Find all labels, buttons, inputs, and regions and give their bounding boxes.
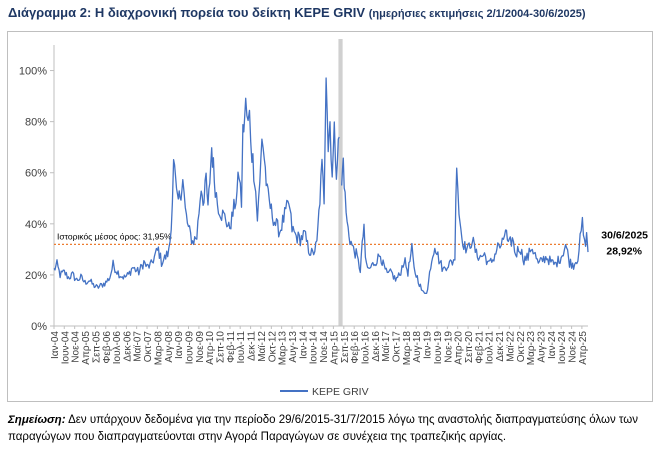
x-tick-label: Δεκ-06 bbox=[122, 331, 133, 362]
x-tick-label: Μαϊ-07 bbox=[133, 331, 144, 362]
y-tick-label: 80% bbox=[25, 117, 47, 129]
mean-label: Ιστορικός μέσος όρος: 31,95% bbox=[57, 231, 172, 241]
x-tick-label: Φεβ-11 bbox=[226, 331, 237, 363]
x-tick-label: Μαϊ-17 bbox=[381, 331, 392, 362]
x-tick-label: Απρ-25 bbox=[578, 331, 589, 365]
x-tick-label: Ιαν-24 bbox=[547, 331, 558, 359]
x-tick-label: Οκτ-22 bbox=[516, 331, 527, 363]
x-tick-label: Νοε-04 bbox=[71, 331, 82, 363]
x-tick-label: Ιουλ-06 bbox=[112, 331, 123, 365]
x-tick-label: Απρ-05 bbox=[81, 331, 92, 365]
y-tick-label: 60% bbox=[25, 168, 47, 180]
x-tick-label: Νοε-19 bbox=[443, 331, 454, 363]
x-tick-label: Νοε-09 bbox=[195, 331, 206, 363]
x-tick-label: Φεβ-16 bbox=[350, 331, 361, 364]
x-tick-label: Οκτ-07 bbox=[143, 331, 154, 363]
footnote-text: Δεν υπάρχουν δεδομένα για την περίοδο 29… bbox=[8, 414, 639, 443]
x-tick-label: Ιαν-14 bbox=[298, 331, 309, 359]
x-tick-label: Φεβ-21 bbox=[474, 331, 485, 364]
x-tick-label: Σεπ-05 bbox=[91, 331, 102, 363]
x-tick-label: Αυγ-08 bbox=[164, 331, 175, 363]
x-tick-label: Σεπ-10 bbox=[216, 331, 227, 363]
x-tick-label: Σεπ-20 bbox=[464, 331, 475, 363]
chart-frame: 0% 20% 40% 60% 80% 100% Ιαν-04 Ιουν-04 Νοε-04 Απρ… bbox=[7, 31, 653, 402]
x-tick-label: Μαϊ-22 bbox=[505, 331, 516, 362]
chart-title-sub: (ημερήσιες εκτιμήσεις 2/1/2004-30/6/2025… bbox=[368, 8, 586, 20]
x-tick-label: Μαϊ-12 bbox=[257, 331, 268, 362]
x-tick-label: Ιουν-24 bbox=[557, 331, 568, 365]
x-tick-label: Ιαν-09 bbox=[174, 331, 185, 359]
x-tick-label: Απρ-10 bbox=[205, 331, 216, 365]
end-date-label: 30/6/2025 bbox=[601, 229, 648, 241]
x-tick-label: Ιουν-09 bbox=[184, 331, 195, 365]
x-tick-label: Νοε-14 bbox=[319, 331, 330, 363]
y-tick-label: 20% bbox=[25, 270, 47, 282]
x-tick-label: Ιαν-19 bbox=[423, 331, 434, 359]
x-tick-label: Οκτ-17 bbox=[392, 331, 403, 363]
series-line-kepe-griv bbox=[53, 77, 589, 295]
chart-title-main: Διάγραμμα 2: Η διαχρονική πορεία του δεί… bbox=[8, 5, 366, 20]
x-tick-label: Ιουλ-21 bbox=[485, 331, 496, 365]
x-tick-label: Μαρ-23 bbox=[526, 331, 537, 366]
x-tick-label: Απρ-15 bbox=[329, 331, 340, 365]
footnote: Σημείωση: Δεν υπάρχουν δεδομένα για την … bbox=[8, 412, 638, 446]
x-tick-label: Φεβ-06 bbox=[102, 331, 113, 364]
x-tick-label: Αυγ-23 bbox=[536, 331, 547, 363]
chart-title: Διάγραμμα 2: Η διαχρονική πορεία του δεί… bbox=[8, 5, 658, 20]
x-tick-label: Αυγ-18 bbox=[412, 331, 423, 363]
x-tick-label: Ιουν-04 bbox=[60, 331, 71, 365]
x-tick-label: Αυγ-13 bbox=[288, 331, 299, 363]
x-tick-label: Μαρ-08 bbox=[153, 331, 164, 366]
x-tick-label: Μαρ-13 bbox=[278, 331, 289, 366]
x-tick-label: Σεπ-15 bbox=[340, 331, 351, 363]
x-tick-label: Απρ-20 bbox=[454, 331, 465, 365]
x-tick-label: Δεκ-11 bbox=[247, 331, 258, 361]
x-tick-label: Νοε-24 bbox=[568, 331, 579, 363]
x-tick-label: Ιουν-19 bbox=[433, 331, 444, 365]
end-value-label: 28,92% bbox=[606, 245, 642, 257]
legend-label: KEPE GRIV bbox=[312, 386, 369, 398]
x-tick-label: Μαρ-18 bbox=[402, 331, 413, 366]
x-tick-label: Οκτ-12 bbox=[267, 331, 278, 363]
x-tick-label: Δεκ-21 bbox=[495, 331, 506, 362]
y-tick-label: 40% bbox=[25, 219, 47, 231]
y-tick-label: 100% bbox=[19, 66, 47, 78]
y-tick-label: 0% bbox=[31, 321, 47, 333]
x-tick-label: Δεκ-16 bbox=[371, 331, 382, 362]
footnote-label: Σημείωση: bbox=[8, 414, 66, 426]
line-chart: 0%20%40%60%80%100%Ιαν-04 Ιουν-04 Νοε-04 Απρ… bbox=[19, 39, 648, 398]
x-tick-label: Ιουλ-16 bbox=[360, 331, 371, 365]
x-tick-label: Ιουν-14 bbox=[309, 331, 320, 365]
missing-data-band bbox=[338, 39, 343, 326]
x-tick-label: Ιουλ-11 bbox=[236, 331, 247, 364]
x-tick-label: Ιαν-04 bbox=[50, 331, 61, 359]
